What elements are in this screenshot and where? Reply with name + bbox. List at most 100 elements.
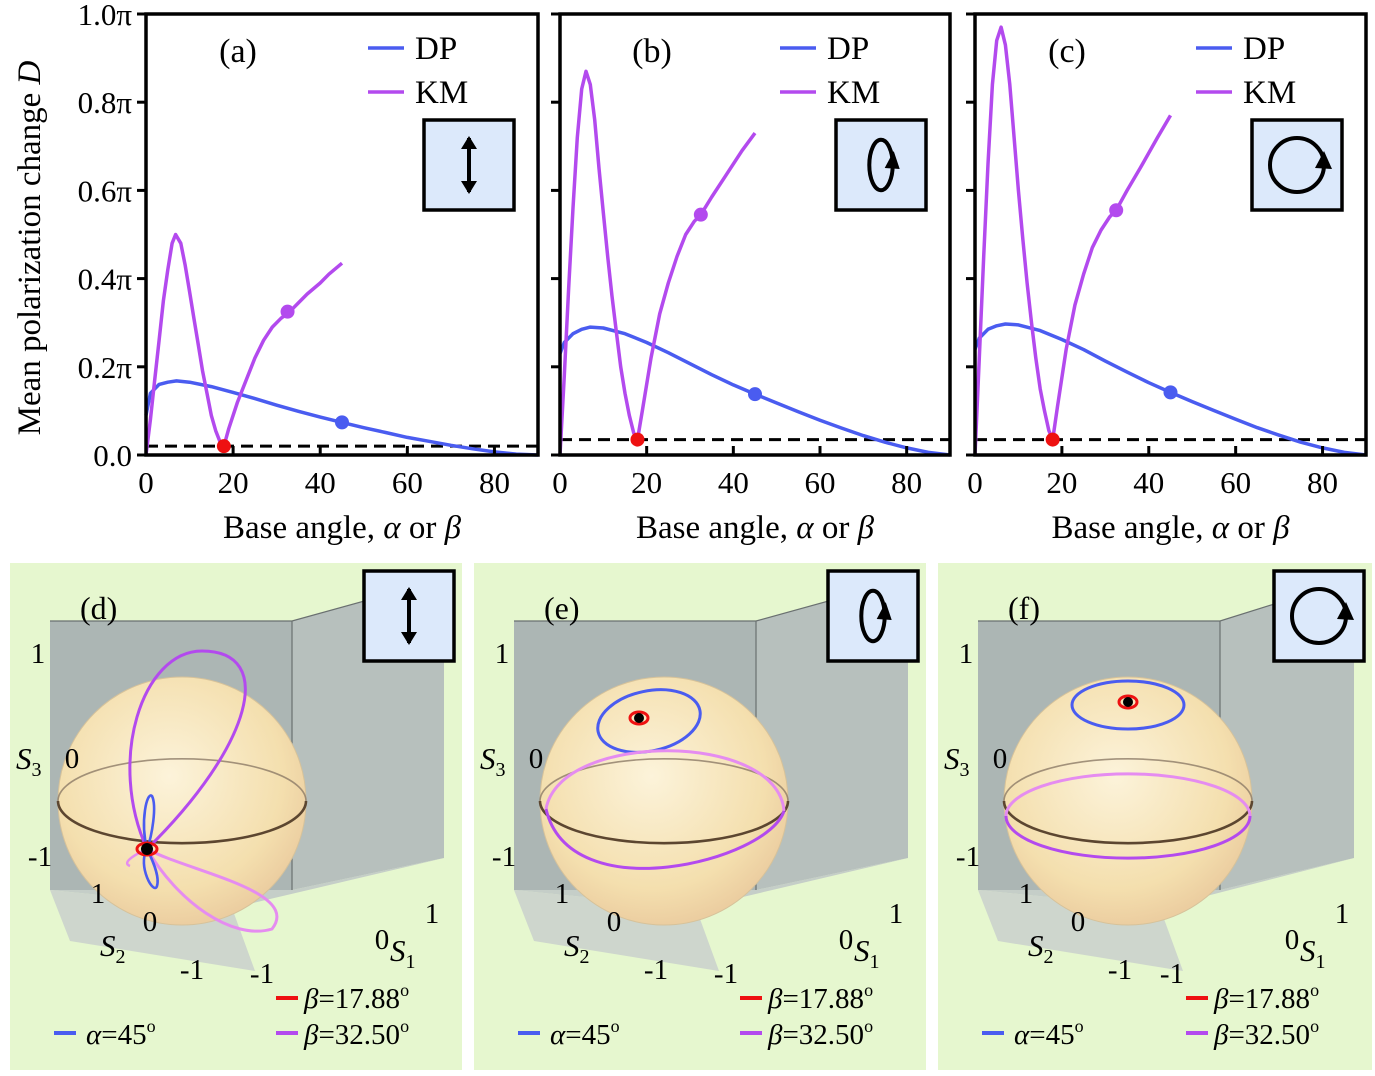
series-dp-marker [335,415,349,430]
legend-alpha-symbol: α [86,1019,102,1051]
series-km-marker-2 [1109,203,1124,218]
s1-label: S1 [390,933,416,973]
legend-degree: o [864,980,873,1000]
equator-back [57,758,307,802]
trajectory-beta-32-back [544,749,786,812]
panel-label: (b) [632,33,672,70]
series-km-line [973,25,1173,456]
x-axis-label-beta: β [857,510,875,546]
y-axis-label: Mean polarization change D [12,60,48,435]
s3-label: S3 [16,741,42,781]
s1-tick-1: 1 [889,898,904,930]
legend-degree: o [611,1016,620,1036]
chart-b: 0 20 40 60 80 Base angle, α or β (b) DP KM [551,12,952,546]
s3-tick-0: 0 [993,743,1008,775]
x-tick-label: 0 [138,465,154,500]
s2-tick-1: 1 [91,878,106,910]
s3-label-sub: 3 [496,759,506,781]
s1-label-s: S [1300,933,1316,968]
poincare-e-polarization-icon [826,569,920,663]
start-point [141,843,153,855]
s1-label: S1 [1300,933,1326,973]
s3-label-sub: 3 [960,759,970,781]
x-tick-label: 80 [1307,465,1338,500]
rotation-arrow-icon [884,151,900,169]
trajectories [1004,679,1252,860]
start-point [634,713,644,723]
trajectory-alpha-45 [1070,679,1186,731]
legend-label-alpha-45: α=45o [1014,1016,1084,1051]
x-tick-label: 80 [479,465,510,500]
series-km-marker-1 [630,432,645,447]
legend-beta-value: =17.88 [318,983,400,1015]
line-plots: 0 20 40 60 80 0.0 0.2π 0.4π 0.6π 0.8π 1.0π Base ang… [78,0,1368,546]
arrow-head-up-icon [461,136,477,149]
equator-front [56,800,308,845]
poincare-e-icon-box [826,569,920,663]
plot-frame [558,12,952,457]
legend-degree: o [1310,1016,1319,1036]
x-axis-label-alpha: α [796,510,814,546]
x-tick-label: 40 [718,465,749,500]
series-km-marker-2 [693,207,708,222]
trajectory-beta-17 [1117,694,1139,710]
legend-beta-symbol: β [767,1019,783,1051]
poincare-sphere [539,676,789,926]
series-dp-marker [1163,385,1178,400]
rotation-arrow-icon [1315,151,1332,169]
x-axis-label-beta: β [1272,510,1290,546]
x-axis-label-text: Base angle, [223,510,383,546]
x-tick-label: 0 [552,465,568,500]
chart-a-polarization-icon [422,118,516,212]
legend-beta-symbol: β [303,983,319,1015]
trajectory-beta-17 [628,710,650,726]
s2-label-s: S [1028,928,1044,963]
s3-label-s: S [16,741,32,776]
s1-tick-1: 1 [1335,898,1350,930]
legend-label-beta-17: β=17.88o [767,980,873,1015]
series-km-marker-2 [280,304,295,319]
chart-a: 0 20 40 60 80 0.0 0.2π 0.4π 0.6π 0.8π 1.0π Base ang… [78,0,540,546]
plot-frame [973,12,1368,457]
legend-beta-value: =32.50 [318,1019,400,1051]
equator-back [539,758,789,802]
s2-label: S2 [564,928,590,968]
series-km-marker-1 [216,439,231,454]
s3-label: S3 [944,741,970,781]
legend-label-dp: DP [827,31,869,67]
panel-label: (f) [1008,590,1040,626]
s3-label: S3 [480,741,506,781]
x-axis-label-or: or [1229,510,1273,546]
legend-label-dp: DP [1243,31,1285,67]
chart-b-icon-box [834,118,928,212]
s3-tick-1: 1 [959,638,974,670]
series-dp-line [558,325,951,457]
equator-front [538,800,790,845]
chart-c: 0 20 40 60 80 Base angle, α or β (c) DP KM [966,12,1368,546]
poincare-f-polarization-icon [1272,569,1366,663]
legend-alpha-value: =45 [1029,1019,1074,1051]
s3-tick-1: 1 [31,638,46,670]
x-tick-label: 40 [1133,465,1164,500]
y-tick-label: 0.8π [78,85,133,120]
s1-label-s: S [854,933,870,968]
panel-label: (d) [80,590,117,626]
panel-label: (e) [544,590,580,626]
trajectory-beta-32-back [1004,772,1252,817]
s1-tick-1: 1 [425,898,440,930]
x-axis-label-or: or [814,510,858,546]
rotation-arrow-icon [1337,602,1354,620]
s3-tick-m1: -1 [492,841,516,873]
legend-degree: o [1075,1016,1084,1036]
s2-tick-0: 0 [1071,906,1086,938]
s2-tick-m1: -1 [180,954,204,986]
legend-label-alpha-45: α=45o [86,1016,156,1051]
chart-b-polarization-icon [834,118,928,212]
legend-label-km: KM [1243,75,1296,111]
series-km-line [144,232,344,456]
s1-label: S1 [854,933,880,973]
x-axis-label: Base angle, α or β [223,510,462,546]
legend-label-beta-32: β=32.50o [303,1016,409,1051]
